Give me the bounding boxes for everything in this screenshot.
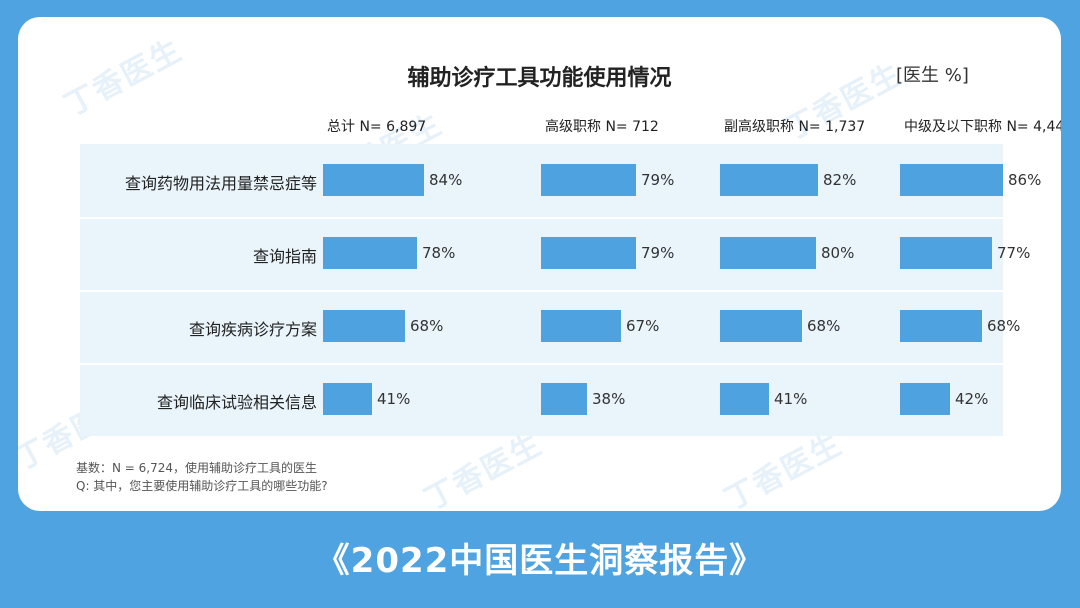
question-note: Q: 其中，您主要使用辅助诊疗工具的哪些功能? <box>76 479 328 493</box>
bar <box>323 310 405 342</box>
category-label: 查询临床试验相关信息 <box>156 393 317 412</box>
data-label: 41% <box>377 390 411 408</box>
data-label: 68% <box>987 317 1021 335</box>
data-label: 78% <box>422 244 456 262</box>
footnotes: 基数：N = 6,724，使用辅助诊疗工具的医生 Q: 其中，您主要使用辅助诊疗… <box>76 459 328 495</box>
series-header: 中级及以下职称 N= 4,448 <box>904 119 1061 135</box>
series-header: 总计 N= 6,897 <box>327 119 427 135</box>
data-label: 68% <box>807 317 841 335</box>
bar <box>323 164 424 196</box>
bar <box>900 383 950 415</box>
report-card: 丁香医生 丁香医生 丁香医生 丁香医生 丁香医生 丁香医生 丁香医生 辅助诊疗工… <box>18 17 1061 511</box>
bar <box>720 310 802 342</box>
bar <box>541 383 587 415</box>
chart-title: 辅助诊疗工具功能使用情况 <box>407 66 672 91</box>
data-label: 41% <box>774 390 808 408</box>
bar <box>541 164 636 196</box>
series-header: 副高级职称 N= 1,737 <box>724 119 866 135</box>
bar <box>541 237 636 269</box>
data-label: 68% <box>410 317 444 335</box>
row-divider <box>80 290 1003 292</box>
data-label: 79% <box>641 171 675 189</box>
data-label: 67% <box>626 317 660 335</box>
category-label: 查询指南 <box>252 247 317 266</box>
bar <box>720 164 818 196</box>
data-label: 77% <box>997 244 1031 262</box>
base-note: 基数：N = 6,724，使用辅助诊疗工具的医生 <box>76 461 318 475</box>
bar <box>323 383 372 415</box>
data-label: 42% <box>955 390 989 408</box>
data-label: 38% <box>592 390 626 408</box>
report-title: 《2022中国医生洞察报告》 <box>315 541 765 581</box>
bar <box>900 164 1003 196</box>
bar <box>720 383 769 415</box>
category-label: 查询疾病诊疗方案 <box>188 320 317 339</box>
bar <box>720 237 816 269</box>
bar <box>323 237 417 269</box>
category-label: 查询药物用法用量禁忌症等 <box>124 174 317 193</box>
data-label: 86% <box>1008 171 1042 189</box>
data-label: 80% <box>821 244 855 262</box>
bar <box>541 310 621 342</box>
row-divider <box>80 363 1003 365</box>
data-label: 82% <box>823 171 857 189</box>
unit-label: [医生 %] <box>896 65 969 86</box>
data-label: 79% <box>641 244 675 262</box>
series-header: 高级职称 N= 712 <box>545 119 659 135</box>
bar <box>900 237 992 269</box>
data-label: 84% <box>429 171 463 189</box>
bar <box>900 310 982 342</box>
row-divider <box>80 217 1003 219</box>
